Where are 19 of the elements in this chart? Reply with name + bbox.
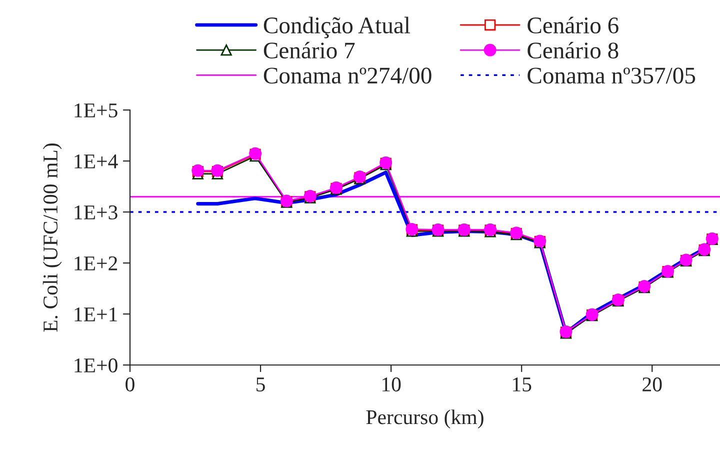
- legend-label: Conama nº274/00: [264, 68, 432, 84]
- x-axis-title: Percurso (km): [366, 410, 484, 428]
- x-tick-label: 5: [256, 378, 265, 392]
- x-tick-label: 0: [126, 377, 134, 392]
- y-tick-label: 1E+5: [74, 103, 118, 118]
- y-tick-label: 1E+2: [74, 256, 118, 270]
- legend-label: Cenário 8: [528, 42, 618, 59]
- legend-label: Cenário 6: [528, 16, 618, 34]
- legend-label: Condição Atual: [264, 16, 410, 38]
- y-tick-label: 1E+0: [74, 358, 118, 372]
- legend-label: Conama nº357/05: [528, 68, 696, 84]
- y-tick-label: 1E+3: [74, 205, 118, 220]
- x-tick-label: 15: [513, 378, 532, 392]
- y-tick-label: 1E+4: [74, 154, 118, 168]
- x-tick-label: 20: [642, 377, 662, 392]
- y-axis-title: E. Coli (UFC/100 mL): [42, 144, 62, 332]
- y-tick-label: 1E+1: [74, 307, 117, 322]
- x-tick-label: 10: [382, 377, 401, 392]
- legend-label: Cenário 7: [264, 42, 355, 59]
